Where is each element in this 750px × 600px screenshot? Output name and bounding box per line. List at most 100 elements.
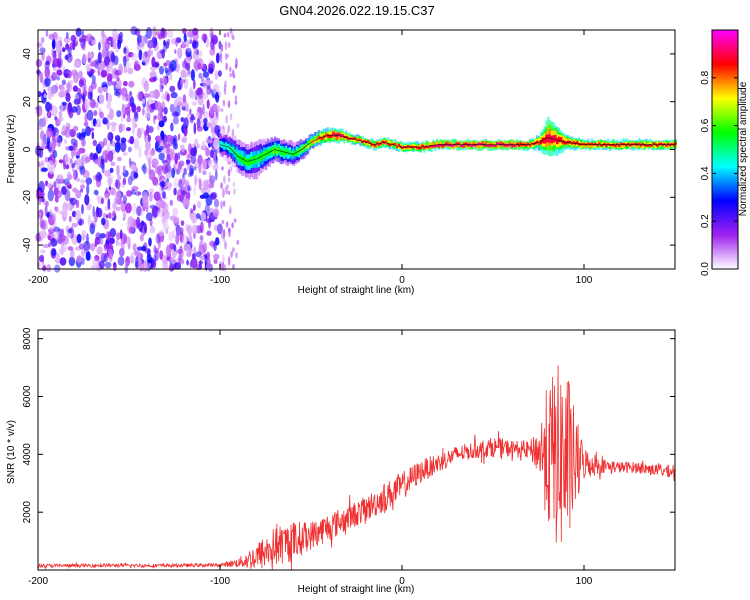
noise-cell — [182, 136, 188, 143]
signal-cell — [507, 144, 510, 147]
noise-cell — [50, 90, 55, 97]
noise-cell — [192, 27, 199, 36]
noise-cell — [229, 72, 232, 78]
noise-cell — [108, 212, 112, 220]
noise-cell — [170, 91, 178, 99]
noise-cell — [54, 230, 60, 241]
noise-cell — [189, 108, 192, 115]
noise-cell — [169, 59, 177, 72]
noise-cell — [130, 252, 134, 262]
signal-cell — [412, 144, 415, 149]
signal-cell — [274, 147, 277, 153]
snr-xlabel: Height of straight line (km) — [298, 584, 415, 595]
noise-cell — [76, 150, 81, 156]
noise-cell — [202, 242, 208, 253]
noise-cell — [201, 140, 206, 150]
noise-cell — [158, 152, 165, 161]
noise-cell — [202, 170, 207, 176]
noise-cell — [215, 169, 218, 181]
signal-cell — [306, 144, 310, 149]
noise-cell — [85, 37, 91, 42]
signal-cell — [421, 144, 424, 147]
noise-cell — [38, 198, 42, 206]
signal-cell — [479, 143, 483, 146]
signal-cell — [616, 143, 619, 146]
noise-cell — [100, 69, 108, 78]
noise-cell — [130, 164, 136, 172]
noise-cell — [38, 255, 45, 263]
noise-cell — [185, 159, 191, 164]
noise-cell — [202, 71, 210, 78]
signal-cell — [612, 143, 615, 149]
noise-cell — [172, 243, 177, 250]
signal-cell — [397, 143, 401, 146]
noise-cell — [104, 193, 109, 200]
noise-cell — [222, 188, 225, 198]
noise-cell — [64, 138, 67, 145]
signal-cell — [388, 144, 392, 147]
signal-cell — [428, 142, 432, 147]
noise-cell — [114, 191, 122, 200]
signal-cell — [559, 137, 563, 143]
noise-cell — [46, 140, 50, 149]
signal-cell — [648, 141, 652, 146]
noise-cell — [67, 101, 73, 113]
noise-cell — [61, 101, 67, 106]
noise-cell — [175, 224, 181, 236]
signal-cell — [516, 142, 519, 145]
signal-cell — [463, 143, 466, 148]
noise-cell — [40, 37, 45, 44]
noise-cell — [102, 150, 106, 160]
signal-cell — [459, 144, 462, 147]
noise-cell — [172, 116, 179, 125]
signal-cell — [623, 143, 626, 146]
noise-cell — [47, 189, 54, 202]
noise-cell — [153, 37, 158, 46]
signal-cell — [434, 145, 437, 148]
signal-cell — [314, 139, 317, 143]
signal-cell — [601, 141, 604, 146]
noise-cell — [198, 163, 202, 174]
noise-cell — [201, 33, 208, 42]
signal-cell — [246, 158, 250, 166]
noise-cell — [222, 99, 226, 107]
signal-cell — [594, 143, 597, 148]
noise-cell — [80, 184, 85, 189]
noise-cell — [45, 101, 51, 112]
noise-cell — [56, 174, 64, 182]
noise-cell — [40, 249, 46, 254]
noise-cell — [79, 166, 84, 171]
noise-cell — [45, 29, 49, 37]
signal-cell — [354, 137, 357, 140]
noise-cell — [163, 141, 168, 149]
noise-cell — [176, 249, 183, 254]
signal-cell — [317, 135, 321, 139]
noise-cell — [127, 216, 134, 226]
signal-cell — [461, 144, 464, 147]
signal-cell — [665, 144, 668, 147]
noise-cell — [41, 196, 45, 203]
noise-cell — [60, 84, 66, 97]
noise-cell — [52, 52, 57, 59]
signal-cell — [397, 144, 401, 150]
chart-title: GN04.2026.022.19.15.C37 — [279, 3, 434, 18]
noise-cell — [81, 247, 85, 258]
signal-cell — [621, 143, 624, 148]
signal-cell — [554, 135, 557, 142]
signal-cell — [281, 149, 284, 155]
signal-cell — [377, 140, 381, 145]
signal-cell — [539, 140, 543, 145]
signal-cell — [450, 144, 453, 147]
noise-cell — [91, 131, 95, 140]
noise-cell — [56, 76, 61, 81]
signal-cell — [563, 136, 566, 145]
noise-cell — [187, 224, 193, 236]
noise-cell — [175, 37, 179, 47]
signal-cell — [472, 141, 475, 146]
noise-cell — [61, 79, 66, 86]
signal-cell — [470, 145, 473, 148]
noise-cell — [75, 190, 82, 199]
signal-cell — [290, 150, 293, 157]
noise-cell — [161, 101, 165, 109]
